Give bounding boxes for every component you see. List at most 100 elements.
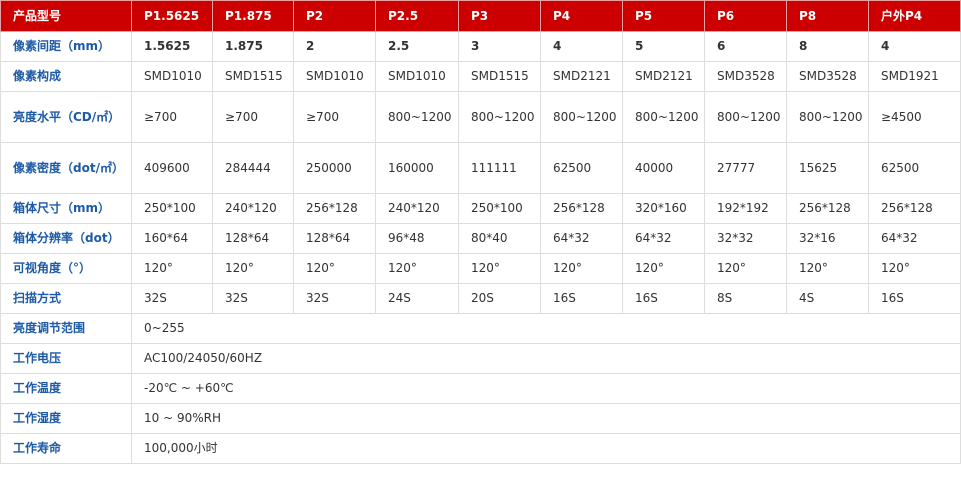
cell: 27777 — [704, 142, 787, 194]
cell: 256*128 — [868, 193, 961, 224]
cell: 128*64 — [212, 223, 294, 254]
table-row: 扫描方式 32S 32S 32S 24S 20S 16S 16S 8S 4S 16S — [0, 283, 961, 314]
cell: 256*128 — [540, 193, 623, 224]
table-row: 像素密度（dot/㎡） 409600 284444 250000 160000 11111… — [0, 142, 961, 194]
cell: 120° — [868, 253, 961, 284]
cell: 8 — [786, 31, 869, 62]
cell: 256*128 — [293, 193, 376, 224]
cell: 62500 — [540, 142, 623, 194]
table-row: 像素间距（mm） 1.5625 1.875 2 2.5 3 4 5 6 8 4 — [0, 31, 961, 62]
cell: SMD2121 — [540, 61, 623, 92]
cell: 32*16 — [786, 223, 869, 254]
cell: 800~1200 — [622, 91, 705, 143]
column-header: P5 — [622, 0, 705, 32]
cell: 1.875 — [212, 31, 294, 62]
cell: 120° — [786, 253, 869, 284]
cell: 120° — [131, 253, 213, 284]
cell: 409600 — [131, 142, 213, 194]
header-row: 产品型号 P1.5625 P1.875 P2 P2.5 P3 P4 P5 P6 P8 户外P4 — [0, 0, 961, 32]
cell: 120° — [293, 253, 376, 284]
cell: 250*100 — [131, 193, 213, 224]
cell: 100,000小时 — [131, 433, 961, 464]
cell: SMD3528 — [786, 61, 869, 92]
cell: 8S — [704, 283, 787, 314]
cell: 3 — [458, 31, 541, 62]
row-label: 工作寿命 — [0, 433, 132, 464]
column-header: P4 — [540, 0, 623, 32]
column-header: 户外P4 — [868, 0, 961, 32]
cell: 40000 — [622, 142, 705, 194]
table-row: 工作寿命 100,000小时 — [0, 433, 961, 464]
table-row: 箱体尺寸（mm） 250*100 240*120 256*128 240*120 250*… — [0, 193, 961, 224]
cell: 120° — [540, 253, 623, 284]
table-row: 可视角度（°） 120° 120° 120° 120° 120° 120° 120° 120° 1… — [0, 253, 961, 284]
cell: SMD3528 — [704, 61, 787, 92]
cell: 64*32 — [622, 223, 705, 254]
cell: 128*64 — [293, 223, 376, 254]
table-row: 工作湿度 10 ~ 90%RH — [0, 403, 961, 434]
cell: 16S — [622, 283, 705, 314]
cell: ≥4500 — [868, 91, 961, 143]
cell: 800~1200 — [704, 91, 787, 143]
cell: 15625 — [786, 142, 869, 194]
cell: -20℃ ~ +60℃ — [131, 373, 961, 404]
cell: 120° — [458, 253, 541, 284]
cell: 16S — [540, 283, 623, 314]
cell: 2.5 — [375, 31, 459, 62]
row-label: 像素构成 — [0, 61, 132, 92]
cell: 320*160 — [622, 193, 705, 224]
cell: 4 — [868, 31, 961, 62]
cell: 16S — [868, 283, 961, 314]
cell: 64*32 — [868, 223, 961, 254]
column-header: P8 — [786, 0, 869, 32]
cell: AC100/24050/60HZ — [131, 343, 961, 374]
cell: ≥700 — [131, 91, 213, 143]
cell: SMD1010 — [293, 61, 376, 92]
column-header: P1.875 — [212, 0, 294, 32]
cell: 256*128 — [786, 193, 869, 224]
cell: 800~1200 — [786, 91, 869, 143]
cell: 160*64 — [131, 223, 213, 254]
cell: SMD1010 — [375, 61, 459, 92]
cell: SMD2121 — [622, 61, 705, 92]
cell: 800~1200 — [458, 91, 541, 143]
cell: 120° — [704, 253, 787, 284]
row-label: 亮度调节范围 — [0, 313, 132, 344]
row-label: 箱体尺寸（mm） — [0, 193, 132, 224]
table-row: 工作电压 AC100/24050/60HZ — [0, 343, 961, 374]
cell: 6 — [704, 31, 787, 62]
cell: 32S — [293, 283, 376, 314]
cell: 62500 — [868, 142, 961, 194]
table-row: 箱体分辨率（dot） 160*64 128*64 128*64 96*48 80*40 64… — [0, 223, 961, 254]
table-row: 工作温度 -20℃ ~ +60℃ — [0, 373, 961, 404]
row-label: 像素间距（mm） — [0, 31, 132, 62]
cell: ≥700 — [212, 91, 294, 143]
row-label: 工作电压 — [0, 343, 132, 374]
cell: 32S — [212, 283, 294, 314]
cell: 64*32 — [540, 223, 623, 254]
header-label: 产品型号 — [0, 0, 132, 32]
row-label: 扫描方式 — [0, 283, 132, 314]
column-header: P2 — [293, 0, 376, 32]
cell: ≥700 — [293, 91, 376, 143]
cell: 96*48 — [375, 223, 459, 254]
cell: 24S — [375, 283, 459, 314]
table-row: 像素构成 SMD1010 SMD1515 SMD1010 SMD1010 SMD1515 S… — [0, 61, 961, 92]
column-header: P3 — [458, 0, 541, 32]
cell: 240*120 — [212, 193, 294, 224]
row-label: 工作温度 — [0, 373, 132, 404]
column-header: P6 — [704, 0, 787, 32]
column-header: P2.5 — [375, 0, 459, 32]
cell: 80*40 — [458, 223, 541, 254]
cell: 120° — [212, 253, 294, 284]
cell: SMD1515 — [212, 61, 294, 92]
table-row: 亮度水平（CD/㎡） ≥700 ≥700 ≥700 800~1200 800~1200 80… — [0, 91, 961, 143]
row-label: 亮度水平（CD/㎡） — [0, 91, 132, 143]
cell: 32*32 — [704, 223, 787, 254]
cell: 800~1200 — [540, 91, 623, 143]
table-row: 亮度调节范围 0~255 — [0, 313, 961, 344]
cell: 4 — [540, 31, 623, 62]
row-label: 箱体分辨率（dot） — [0, 223, 132, 254]
row-label: 工作湿度 — [0, 403, 132, 434]
cell: 192*192 — [704, 193, 787, 224]
